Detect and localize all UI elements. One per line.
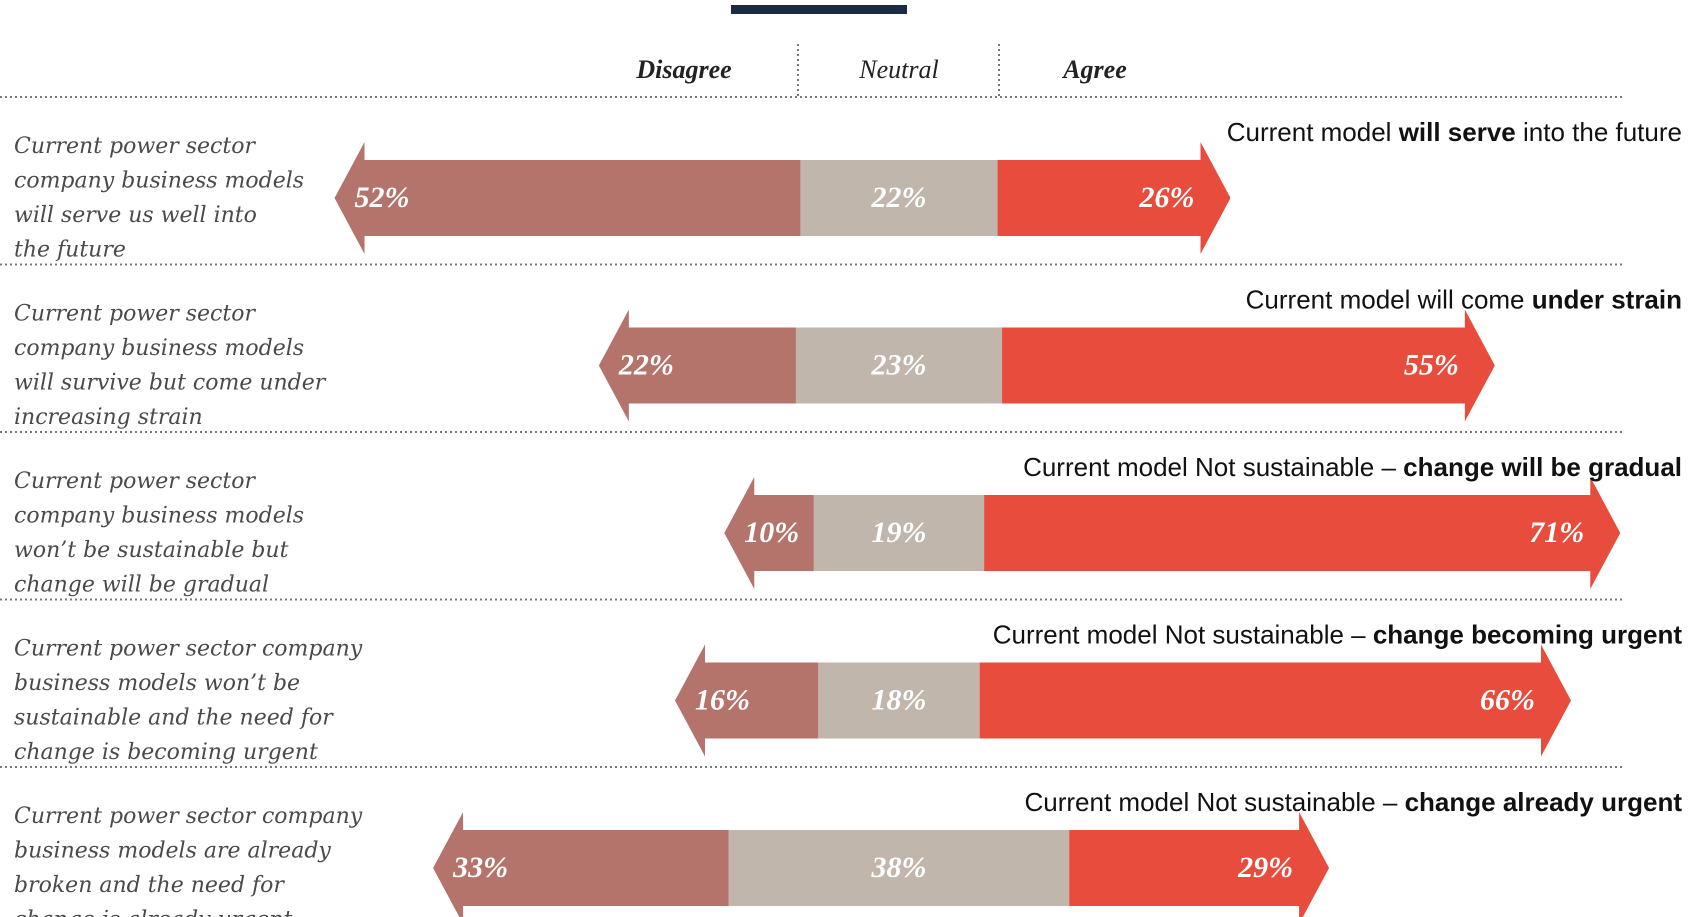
annotation-part: Current model will come <box>1246 284 1532 314</box>
statement-line: will survive but come under <box>14 371 327 396</box>
legend-label: Disagree <box>635 55 731 84</box>
statement-line: change will be gradual <box>14 573 269 598</box>
value-label: 23% <box>871 348 927 381</box>
annotation-part: under strain <box>1532 284 1682 314</box>
neutral-bar <box>728 830 1070 906</box>
annotation: Current model Not sustainable – change w… <box>1023 452 1682 482</box>
annotation-part: will serve <box>1398 117 1516 147</box>
annotation-part: Current model Not sustainable – <box>1024 787 1404 817</box>
agree-arrow <box>1069 812 1330 917</box>
annotation: Current model will come under strain <box>1246 284 1682 314</box>
agree-arrow <box>984 477 1621 589</box>
statement-line: business models won’t be <box>14 671 300 696</box>
value-label: 33% <box>452 851 508 884</box>
statement-line: Current power sector company <box>14 804 363 829</box>
statement-line: Current power sector <box>14 469 256 494</box>
statement-line: sustainable and the need for <box>14 706 334 731</box>
statement-line: change is becoming urgent <box>14 740 318 765</box>
statement-line: Current power sector company <box>14 637 363 662</box>
value-label: 26% <box>1139 181 1195 214</box>
annotation: Current model will serve into the future <box>1227 117 1682 147</box>
neutral-bar <box>795 327 1003 404</box>
annotation-part: into the future <box>1516 117 1682 147</box>
value-label: 29% <box>1237 851 1293 884</box>
value-label: 16% <box>695 683 750 716</box>
value-label: 22% <box>618 348 674 381</box>
top-bar <box>731 5 907 14</box>
annotation-part: change already urgent <box>1405 787 1683 817</box>
statement-line: broken and the need for <box>14 873 285 898</box>
value-label: 18% <box>872 683 927 716</box>
disagree-arrow <box>433 812 729 917</box>
statement-line: Current power sector <box>14 302 256 327</box>
value-label: 66% <box>1480 683 1535 716</box>
value-label: 10% <box>744 516 799 549</box>
neutral-bar <box>813 495 985 571</box>
value-label: 52% <box>355 181 410 214</box>
legend-label: Agree <box>1061 55 1127 84</box>
annotation: Current model Not sustainable – change b… <box>993 619 1683 649</box>
value-label: 38% <box>871 851 927 884</box>
agree-arrow <box>979 644 1571 757</box>
statement-line: Current power sector <box>14 134 256 159</box>
agree-arrow <box>997 142 1231 254</box>
value-label: 55% <box>1404 348 1459 381</box>
statement-line: the future <box>14 238 126 263</box>
neutral-bar <box>800 160 998 236</box>
disagree-arrow <box>675 644 819 757</box>
statement-line: company business models <box>14 169 304 194</box>
annotation-part: Current model <box>1227 117 1399 147</box>
annotation-part: Current model Not sustainable – <box>1023 452 1403 482</box>
legend-label: Neutral <box>858 55 938 84</box>
statement-line: won’t be sustainable but <box>14 538 289 563</box>
value-label: 19% <box>872 516 927 549</box>
value-label: 22% <box>871 181 927 214</box>
annotation-part: Current model Not sustainable – <box>993 619 1373 649</box>
disagree-arrow <box>598 309 796 422</box>
disagree-arrow <box>334 142 801 254</box>
neutral-bar <box>818 662 980 739</box>
statement-line: business models are already <box>14 839 331 864</box>
annotation-part: change becoming urgent <box>1373 619 1682 649</box>
value-label: 71% <box>1529 516 1584 549</box>
statement-line: increasing strain <box>14 405 203 430</box>
statement-line: company business models <box>14 336 304 361</box>
statement-line: company business models <box>14 504 304 529</box>
annotation: Current model Not sustainable – change a… <box>1024 787 1682 817</box>
statement-line: will serve us well into <box>14 203 257 228</box>
statement-line: change is already urgent <box>14 908 292 917</box>
disagree-arrow <box>724 477 814 589</box>
agree-arrow <box>1002 309 1495 422</box>
annotation-part: change will be gradual <box>1403 452 1682 482</box>
